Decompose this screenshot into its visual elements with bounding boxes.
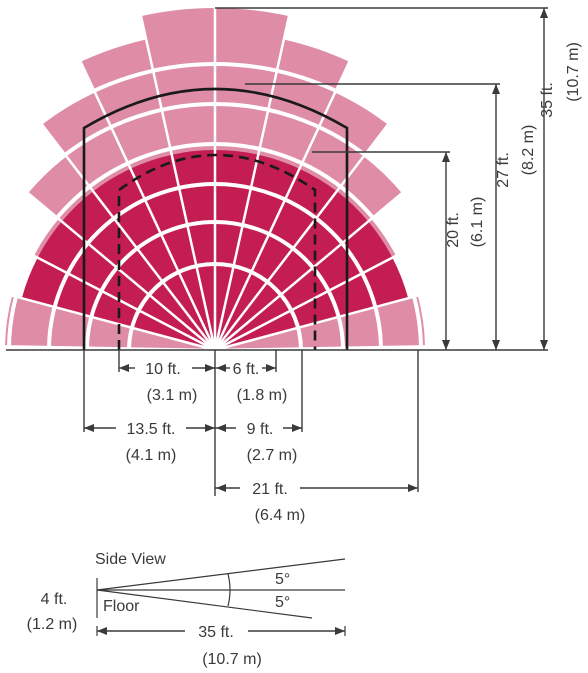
dimension-20ft: 20 ft. (6.1 m): [312, 151, 486, 350]
inner-zone-wedge: [21, 257, 215, 350]
side-view-angle-top: 5°: [275, 571, 290, 588]
side-view-angle-bottom: 5°: [275, 594, 290, 611]
inner-zone-wedge: [130, 154, 215, 350]
label-13-5ft: 13.5 ft.: [127, 421, 176, 438]
radial-separator: [214, 342, 575, 352]
radial-separator: [214, 182, 535, 352]
label-35ft: 35 ft.: [539, 82, 556, 118]
radial-separator: [0, 291, 216, 352]
side-view-title: Side View: [95, 551, 166, 568]
radial-separator: [136, 0, 217, 351]
radial-separator: [213, 23, 369, 351]
label-9ft-metric: (2.7 m): [247, 447, 298, 464]
inner-room-outline-dashed: [117, 153, 317, 350]
radial-separator: [0, 344, 216, 352]
label-6ft: 6 ft.: [233, 361, 260, 378]
side-view-beam-top: [96, 558, 346, 591]
label-21ft: 21 ft.: [252, 481, 288, 498]
label-10ft: 10 ft.: [145, 361, 181, 378]
side-view-height-ft: 4 ft.: [41, 591, 68, 608]
side-view-height-m: (1.2 m): [27, 616, 78, 633]
dimension-27ft: 27 ft. (8.2 m): [245, 83, 537, 350]
dimension-13-5ft-9ft: 13.5 ft. (4.1 m) 9 ft. (2.7 m): [83, 350, 302, 464]
radial-separator: [214, 255, 564, 352]
side-view: Side View 5° 5° Floor 4 ft. (1.2 m) 35 f…: [27, 551, 346, 668]
label-20ft: 20 ft.: [445, 212, 462, 248]
dimension-10ft-6ft: 10 ft. (3.1 m) 6 ft. (1.8 m): [118, 350, 303, 496]
label-6ft-metric: (1.8 m): [237, 387, 288, 404]
label-21ft-metric: (6.4 m): [255, 507, 306, 524]
dimension-35ft: 35 ft. (10.7 m): [215, 7, 582, 350]
radial-separator: [0, 167, 216, 351]
radial-separator: [214, 63, 436, 351]
label-27ft-metric: (8.2 m): [520, 125, 537, 176]
label-10ft-metric: (3.1 m): [147, 387, 198, 404]
inner-zone-wedge: [215, 154, 300, 350]
inner-zone-wedge: [215, 168, 337, 350]
dimension-21ft: 21 ft. (6.4 m): [215, 350, 419, 524]
label-35ft-metric: (10.7 m): [565, 42, 582, 102]
side-view-length-ft: 35 ft.: [198, 624, 234, 641]
fan-separator-lines: [0, 0, 575, 350]
label-13-5ft-metric: (4.1 m): [126, 447, 177, 464]
radial-separator: [0, 236, 216, 352]
radial-separator: [0, 67, 216, 351]
label-27ft: 27 ft.: [495, 152, 512, 188]
inner-zone-wedge: [215, 257, 409, 350]
label-20ft-metric: (6.1 m): [469, 197, 486, 248]
radial-separator: [61, 23, 217, 351]
radial-separator: [213, 0, 294, 351]
side-view-length-m: (10.7 m): [202, 651, 262, 668]
below-floor-mask: [0, 350, 588, 673]
outer-room-outline: [82, 87, 349, 350]
side-view-beam-bottom: [96, 589, 313, 619]
side-view-floor-label: Floor: [103, 598, 140, 615]
label-9ft: 9 ft.: [247, 421, 274, 438]
side-view-angle-arc: [227, 573, 231, 607]
inner-zone-wedge: [93, 168, 215, 350]
